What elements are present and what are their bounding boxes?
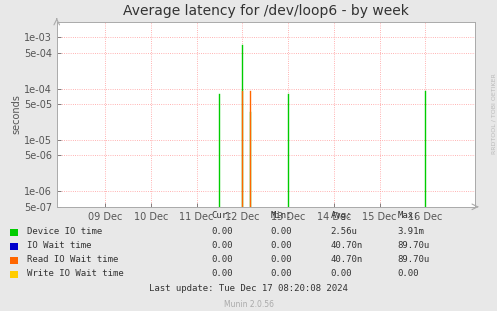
- Text: 0.00: 0.00: [211, 227, 233, 236]
- Text: IO Wait time: IO Wait time: [27, 241, 92, 250]
- Title: Average latency for /dev/loop6 - by week: Average latency for /dev/loop6 - by week: [123, 4, 409, 18]
- Text: 40.70n: 40.70n: [331, 255, 363, 264]
- Text: 0.00: 0.00: [271, 241, 292, 250]
- Text: 0.00: 0.00: [211, 255, 233, 264]
- Text: 89.70u: 89.70u: [398, 255, 430, 264]
- Text: Read IO Wait time: Read IO Wait time: [27, 255, 119, 264]
- Text: Munin 2.0.56: Munin 2.0.56: [224, 300, 273, 309]
- Text: 2.56u: 2.56u: [331, 227, 357, 236]
- Text: 0.00: 0.00: [271, 269, 292, 278]
- Text: 89.70u: 89.70u: [398, 241, 430, 250]
- Text: Last update: Tue Dec 17 08:20:08 2024: Last update: Tue Dec 17 08:20:08 2024: [149, 284, 348, 293]
- Text: 3.91m: 3.91m: [398, 227, 424, 236]
- Text: Avg:: Avg:: [331, 211, 352, 220]
- Text: Write IO Wait time: Write IO Wait time: [27, 269, 124, 278]
- Text: 40.70n: 40.70n: [331, 241, 363, 250]
- Text: 0.00: 0.00: [271, 227, 292, 236]
- Text: 0.00: 0.00: [331, 269, 352, 278]
- Text: Cur:: Cur:: [211, 211, 233, 220]
- Text: Max:: Max:: [398, 211, 419, 220]
- Text: Device IO time: Device IO time: [27, 227, 102, 236]
- Y-axis label: seconds: seconds: [11, 94, 21, 134]
- Text: Min:: Min:: [271, 211, 292, 220]
- Text: 0.00: 0.00: [271, 255, 292, 264]
- Text: 0.00: 0.00: [211, 269, 233, 278]
- Text: 0.00: 0.00: [398, 269, 419, 278]
- Text: RRDTOOL / TOBI OETIKER: RRDTOOL / TOBI OETIKER: [491, 73, 496, 154]
- Text: 0.00: 0.00: [211, 241, 233, 250]
